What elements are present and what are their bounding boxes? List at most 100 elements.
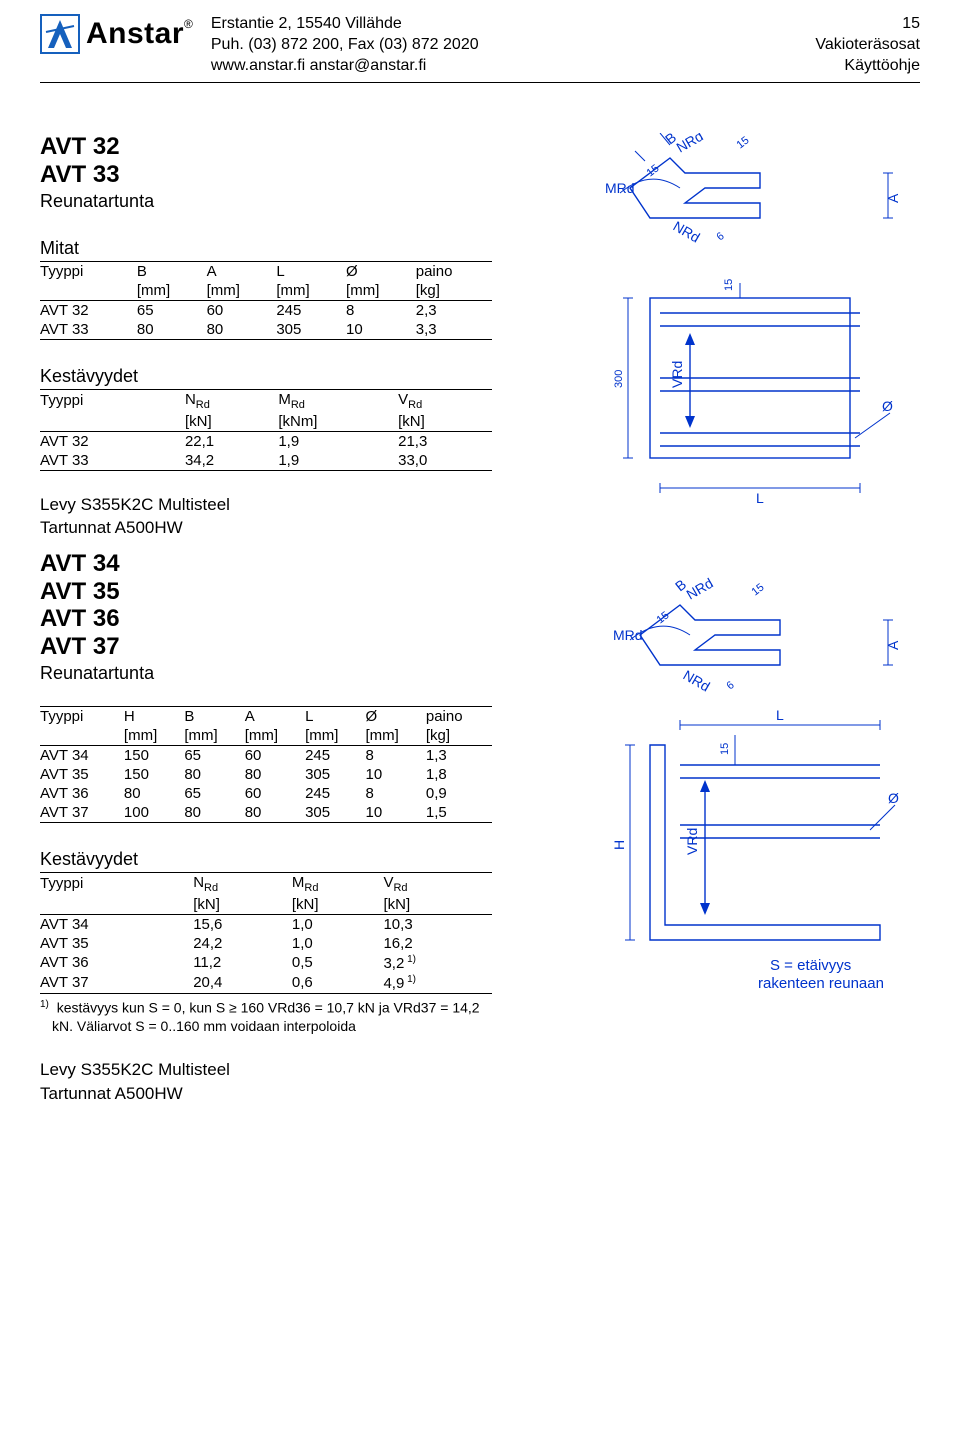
cell: 1,0	[292, 914, 384, 934]
cell: 80	[184, 765, 244, 784]
svg-text:VRd: VRd	[669, 361, 685, 388]
cell: 1,8	[426, 765, 492, 784]
doc-type-1: Vakioteräsosat	[815, 35, 920, 56]
cell: AVT 36	[40, 953, 193, 973]
cell: 10,3	[383, 914, 491, 934]
mat-levy-2: Levy S355K2C Multisteel	[40, 1058, 492, 1082]
svg-text:15: 15	[723, 279, 735, 291]
svg-text:NRd: NRd	[680, 667, 712, 695]
cell: AVT 35	[40, 934, 193, 953]
cell: 8	[346, 300, 416, 320]
cell: 0,6	[292, 973, 384, 994]
cell: 1,5	[426, 803, 492, 823]
cell: 245	[305, 784, 365, 803]
svg-text:A: A	[885, 193, 901, 203]
table-row: AVT 351508080305101,8	[40, 765, 492, 784]
svg-text:MRd: MRd	[605, 180, 635, 196]
cell: AVT 34	[40, 745, 124, 765]
svg-text:H: H	[611, 840, 627, 850]
unit-mm: [mm]	[207, 281, 277, 301]
svg-text:15: 15	[719, 743, 731, 755]
cell: 10	[365, 803, 425, 823]
mat-tartunnat-1: Tartunnat A500HW	[40, 516, 492, 540]
cell: 60	[245, 745, 305, 765]
title-avt37: AVT 37	[40, 633, 492, 661]
mitat-table-1: Tyyppi B A L Ø paino [mm] [mm] [mm] [mm]…	[40, 261, 492, 340]
svg-text:15: 15	[654, 610, 671, 627]
kest-label-2: Kestävyydet	[40, 849, 492, 870]
cell: 4,9 1)	[383, 973, 491, 994]
logo: Anstar®	[40, 14, 211, 54]
cell: 80	[124, 784, 184, 803]
cell: AVT 34	[40, 914, 193, 934]
svg-text:MRd: MRd	[613, 627, 643, 643]
diagram-avt32-33: MRd NRd NRd 15 15 B 6 A	[510, 133, 920, 533]
cell: 24,2	[193, 934, 292, 953]
cell: 245	[276, 300, 346, 320]
col-o: Ø	[365, 706, 425, 726]
cell: 8	[365, 784, 425, 803]
cell: 80	[245, 803, 305, 823]
table-row: AVT 3524,21,016,2	[40, 934, 492, 953]
col-vrd: VRd	[398, 389, 491, 412]
logo-text: Anstar®	[86, 17, 193, 51]
table-row: AVT 3415,61,010,3	[40, 914, 492, 934]
section-avt34-37: AVT 34 AVT 35 AVT 36 AVT 37 Reunatartunt…	[40, 550, 920, 1105]
title-avt34: AVT 34	[40, 550, 492, 578]
svg-text:300: 300	[613, 370, 625, 388]
kest-table-1: Tyyppi NRd MRd VRd [kN] [kNm] [kN] AVT 3…	[40, 389, 492, 471]
cell: 1,9	[278, 451, 398, 471]
unit-knm: [kNm]	[278, 412, 398, 432]
svg-text:15: 15	[749, 582, 766, 599]
cell: 3,3	[416, 320, 492, 340]
page-header: Anstar® Erstantie 2, 15540 Villähde Puh.…	[40, 0, 920, 83]
svg-text:NRd: NRd	[673, 133, 705, 156]
cell: 20,4	[193, 973, 292, 994]
mitat-label-1: Mitat	[40, 238, 492, 259]
cell: 305	[276, 320, 346, 340]
unit-kn: [kN]	[383, 895, 491, 915]
cell: 16,2	[383, 934, 491, 953]
unit-mm: [mm]	[137, 281, 207, 301]
mat-tartunnat-2: Tartunnat A500HW	[40, 1082, 492, 1106]
table-row: AVT 34150656024581,3	[40, 745, 492, 765]
title-avt35: AVT 35	[40, 578, 492, 606]
cell: 22,1	[185, 431, 278, 451]
title-avt33: AVT 33	[40, 161, 492, 189]
col-paino: paino	[416, 261, 492, 281]
col-a: A	[245, 706, 305, 726]
table-row: AVT 3334,21,933,0	[40, 451, 492, 471]
col-b: B	[184, 706, 244, 726]
subtitle-2: Reunatartunta	[40, 663, 492, 684]
mitat-table-2: Tyyppi H B A L Ø paino [mm] [mm] [mm] [m…	[40, 706, 492, 823]
col-tyyppi: Tyyppi	[40, 706, 124, 726]
cell: AVT 36	[40, 784, 124, 803]
col-l: L	[276, 261, 346, 281]
cell: 1,9	[278, 431, 398, 451]
svg-text:15: 15	[734, 135, 751, 152]
cell: 15,6	[193, 914, 292, 934]
unit-mm: [mm]	[245, 726, 305, 746]
cell: 60	[207, 300, 277, 320]
cell: 150	[124, 745, 184, 765]
addr-line1: Erstantie 2, 15540 Villähde	[211, 14, 815, 35]
header-address: Erstantie 2, 15540 Villähde Puh. (03) 87…	[211, 14, 815, 76]
table-row: AVT 3680656024580,9	[40, 784, 492, 803]
cell: 305	[305, 803, 365, 823]
col-a: A	[207, 261, 277, 281]
cell: 0,5	[292, 953, 384, 973]
cell: 1,0	[292, 934, 384, 953]
col-h: H	[124, 706, 184, 726]
unit-kg: [kg]	[426, 726, 492, 746]
subtitle-1: Reunatartunta	[40, 191, 492, 212]
doc-type-2: Käyttöohje	[815, 56, 920, 77]
col-mrd: MRd	[278, 389, 398, 412]
cell: 2,3	[416, 300, 492, 320]
col-tyyppi: Tyyppi	[40, 389, 185, 412]
title-avt32: AVT 32	[40, 133, 492, 161]
cell: 150	[124, 765, 184, 784]
cell: 60	[245, 784, 305, 803]
svg-text:6: 6	[724, 679, 736, 692]
col-l: L	[305, 706, 365, 726]
table-row: AVT 338080305103,3	[40, 320, 492, 340]
